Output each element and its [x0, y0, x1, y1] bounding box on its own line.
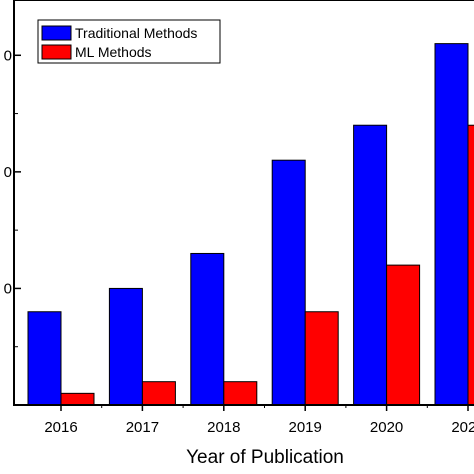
x-tick-label: 2018: [207, 419, 240, 436]
legend-swatch-traditional: [42, 26, 71, 40]
bar-ml-2020: [387, 265, 420, 405]
y-tick-label: 0: [4, 47, 12, 64]
bar-ml-2016: [61, 393, 94, 405]
bar-traditional-2020: [354, 125, 387, 405]
x-axis-title: Year of Publication: [186, 447, 344, 468]
x-tick-label: 2020: [370, 419, 403, 436]
bar-ml-2017: [142, 382, 175, 405]
bar-traditional-2017: [109, 288, 142, 405]
x-axis: 2016 2017 2018 2019 2020 2021: [44, 405, 474, 436]
y-axis: 0 0 0: [4, 47, 21, 346]
legend: Traditional Methods ML Methods: [38, 20, 220, 63]
legend-swatch-ml: [42, 45, 71, 59]
bar-ml-2021: [468, 125, 474, 405]
y-tick-label: 0: [4, 164, 12, 181]
bar-traditional-2021: [435, 44, 468, 405]
bar-traditional-2019: [272, 160, 305, 405]
bar-traditional-2016: [28, 312, 61, 405]
x-tick-label: 2016: [44, 419, 77, 436]
x-tick-label: 2021: [451, 419, 474, 436]
bar-ml-2018: [224, 382, 257, 405]
y-tick-label: 0: [4, 280, 12, 297]
legend-label-ml: ML Methods: [75, 44, 152, 60]
x-tick-label: 2017: [126, 419, 159, 436]
bar-traditional-2018: [191, 253, 224, 405]
bars-group: [28, 44, 474, 405]
x-tick-label: 2019: [289, 419, 322, 436]
legend-label-traditional: Traditional Methods: [75, 25, 197, 41]
bar-ml-2019: [305, 312, 338, 405]
